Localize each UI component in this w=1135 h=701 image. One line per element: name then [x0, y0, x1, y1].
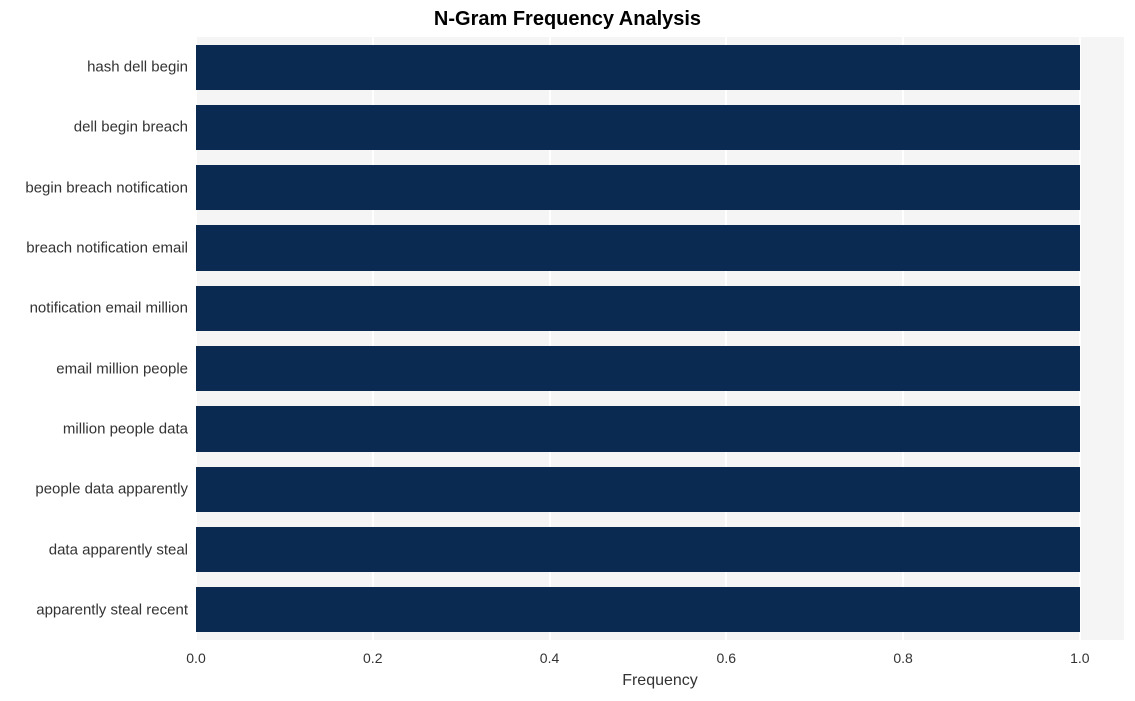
bar — [196, 165, 1080, 210]
plot-area: 0.00.20.40.60.81.0hash dell begindell be… — [196, 37, 1124, 640]
y-tick-label: begin breach notification — [25, 179, 196, 196]
ngram-frequency-chart: N-Gram Frequency Analysis 0.00.20.40.60.… — [0, 0, 1135, 701]
y-tick-label: million people data — [63, 420, 196, 437]
bar — [196, 45, 1080, 90]
y-tick-label: breach notification email — [26, 240, 196, 257]
bar — [196, 225, 1080, 270]
y-tick-label: data apparently steal — [49, 541, 196, 558]
x-axis-label: Frequency — [196, 640, 1124, 690]
bar — [196, 467, 1080, 512]
y-tick-label: apparently steal recent — [36, 601, 196, 618]
y-tick-label: dell begin breach — [74, 119, 196, 136]
bar — [196, 406, 1080, 451]
y-tick-label: hash dell begin — [87, 59, 196, 76]
bar — [196, 527, 1080, 572]
y-tick-label: people data apparently — [35, 481, 196, 498]
bar — [196, 587, 1080, 632]
bar — [196, 346, 1080, 391]
y-tick-label: notification email million — [30, 300, 196, 317]
chart-title: N-Gram Frequency Analysis — [0, 8, 1135, 31]
y-tick-label: email million people — [56, 360, 196, 377]
bar — [196, 286, 1080, 331]
bar — [196, 105, 1080, 150]
